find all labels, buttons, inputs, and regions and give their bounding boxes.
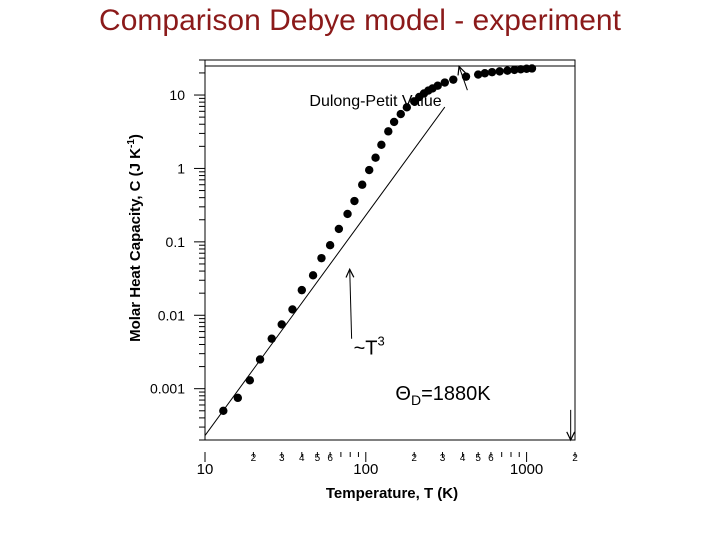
x-tick-label: 1000 (510, 461, 543, 478)
data-point (233, 393, 243, 403)
data-point (510, 65, 519, 75)
slide-title: Comparison Debye model - experiment (99, 4, 621, 37)
data-point (527, 64, 537, 73)
data-point (288, 305, 297, 314)
debye-temperature-arrow-head (566, 431, 576, 442)
y-tick-label: 10 (169, 87, 185, 103)
dulong-petit-arrow-shaft (458, 66, 468, 91)
data-point (377, 140, 386, 149)
y-axis-title: Molar Heat Capacity, C (J K-1) (126, 134, 144, 342)
data-point (487, 67, 497, 77)
y-tick-label: 1 (177, 160, 185, 176)
x-minor-tick-label: 3 (440, 453, 446, 464)
series-line-1 (204, 106, 446, 436)
data-point (440, 78, 450, 87)
data-point (255, 355, 265, 364)
data-point (277, 320, 286, 329)
plot-frame (204, 59, 576, 441)
t3-label: ~T3 (354, 334, 385, 360)
y-tick-label: 0.1 (166, 234, 186, 250)
y-tick-label: 0.01 (158, 307, 185, 323)
x-minor-tick-label: 2 (411, 453, 417, 464)
t3-arrow-shaft (349, 269, 353, 339)
data-point (365, 165, 374, 175)
data-point (371, 153, 380, 162)
t3-arrow-head (345, 267, 355, 278)
x-tick-label: 10 (197, 461, 214, 478)
x-minor-tick-label: 6 (327, 453, 333, 464)
dulong-petit-arrow-head (457, 65, 466, 76)
data-point (396, 109, 405, 119)
data-point (350, 196, 359, 206)
x-minor-tick-label: 5 (315, 453, 321, 464)
debye-temperature-label: ΘD=1880K (395, 383, 491, 408)
data-point (433, 81, 442, 90)
data-point (384, 127, 393, 136)
data-point (495, 67, 504, 76)
points-layer (219, 64, 537, 415)
data-point (473, 70, 483, 79)
data-point (267, 334, 276, 343)
y-tick-label: 0.001 (150, 381, 185, 397)
data-point (334, 224, 344, 234)
x-minor-tick-label: 2 (251, 453, 257, 464)
x-minor-tick-label: 5 (475, 453, 481, 464)
data-point (297, 285, 307, 295)
dulong-petit-label: Dulong-Petit Value (309, 93, 441, 110)
x-minor-tick-label: 2 (572, 453, 578, 464)
annotations-layer: Dulong-Petit Value ~T3 ΘD=1880K (309, 65, 576, 442)
data-point (245, 376, 255, 385)
x-minor-tick-label: 4 (299, 453, 305, 464)
data-point (358, 180, 367, 189)
data-point (503, 66, 512, 75)
x-minor-tick-label: 3 (279, 453, 285, 464)
data-point (325, 241, 335, 250)
x-minor-tick-label: 6 (488, 453, 494, 464)
x-tick-label: 100 (353, 461, 378, 478)
data-point (219, 406, 228, 415)
data-point (480, 69, 490, 78)
data-point (402, 103, 412, 112)
data-point (308, 271, 318, 280)
data-point (449, 75, 458, 84)
data-point (317, 253, 326, 263)
data-point (389, 117, 399, 127)
x-axis-title: Temperature, T (K) (326, 485, 458, 502)
x-minor-tick-label: 4 (460, 453, 466, 464)
data-point (343, 209, 352, 219)
data-point (461, 72, 471, 81)
